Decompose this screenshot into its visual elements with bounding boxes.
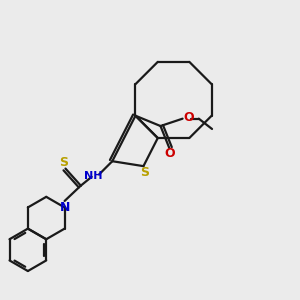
- Text: N: N: [59, 201, 70, 214]
- Text: NH: NH: [85, 171, 103, 181]
- Text: O: O: [184, 111, 194, 124]
- Text: S: S: [59, 156, 68, 169]
- Text: S: S: [140, 166, 149, 179]
- Text: O: O: [165, 148, 175, 160]
